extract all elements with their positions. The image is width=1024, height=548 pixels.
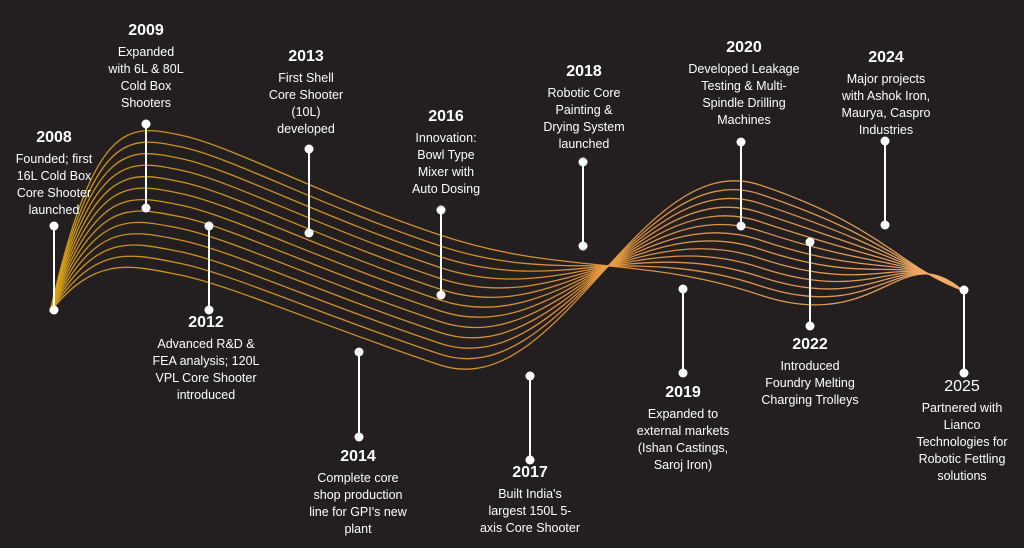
connector-dot xyxy=(525,371,535,381)
connector-dot xyxy=(436,290,446,300)
connector-dot xyxy=(880,136,890,146)
connector-dot xyxy=(525,455,535,465)
milestone-year: 2009 xyxy=(128,22,164,39)
wave-line xyxy=(49,187,963,313)
connector-dot xyxy=(880,220,890,230)
milestone-2020: 2020 Developed Leakage Testing & Multi- … xyxy=(669,38,819,129)
wave-line xyxy=(49,189,963,360)
milestone-2009: 2009 Expanded with 6L & 80L Cold Box Sho… xyxy=(71,21,221,112)
milestone-description: Innovation: Bowl Type Mixer with Auto Do… xyxy=(411,131,481,196)
connector-dot xyxy=(354,347,364,357)
wave-line xyxy=(49,164,963,313)
milestone-year: 2013 xyxy=(288,48,324,65)
milestone-2013: 2013 First Shell Core Shooter (10L) deve… xyxy=(231,47,381,138)
milestone-description: Advanced R&D & FEA analysis; 120L VPL Co… xyxy=(152,337,260,402)
connector-dot xyxy=(141,119,151,129)
milestone-year: 2025 xyxy=(944,378,980,395)
milestone-year: 2016 xyxy=(428,108,464,125)
wave-line xyxy=(49,180,963,370)
milestone-description: Founded; first 16L Cold Box Core Shooter… xyxy=(15,152,93,217)
milestone-year: 2017 xyxy=(512,464,548,481)
milestone-2012: 2012 Advanced R&D & FEA analysis; 120L V… xyxy=(131,313,281,404)
milestone-2025: 2025 Partnered with Lianco Technologies … xyxy=(897,377,1024,485)
connector-dot xyxy=(959,368,969,378)
connector-dot xyxy=(49,305,59,315)
milestone-year: 2024 xyxy=(868,49,904,66)
milestone-year: 2014 xyxy=(340,448,376,465)
connector-dot xyxy=(805,321,815,331)
milestone-year: 2018 xyxy=(566,63,602,80)
connector-dot xyxy=(805,237,815,247)
milestone-2008: 2008 Founded; first 16L Cold Box Core Sh… xyxy=(0,128,129,219)
milestone-description: Developed Leakage Testing & Multi- Spind… xyxy=(688,62,800,127)
milestone-year: 2022 xyxy=(792,336,828,353)
wave-line xyxy=(49,197,963,349)
connector-dot xyxy=(736,221,746,231)
connector-dot xyxy=(49,221,59,231)
milestone-2024: 2024 Major projects with Ashok Iron, Mau… xyxy=(811,48,961,139)
milestone-description: Robotic Core Painting & Drying System la… xyxy=(543,86,625,151)
connector-dot xyxy=(304,144,314,154)
milestone-description: Built India's largest 150L 5- axis Core … xyxy=(479,487,581,535)
milestone-description: Complete core shop production line for G… xyxy=(309,471,407,536)
milestone-2014: 2014 Complete core shop production line … xyxy=(283,447,433,538)
connector-dot xyxy=(204,221,214,231)
milestone-year: 2012 xyxy=(188,314,224,331)
milestone-2018: 2018 Robotic Core Painting & Drying Syst… xyxy=(509,62,659,153)
connector-dot xyxy=(304,228,314,238)
milestone-description: First Shell Core Shooter (10L) developed xyxy=(268,71,344,136)
milestone-year: 2020 xyxy=(726,39,762,56)
milestone-2019: 2019 Expanded to external markets (Ishan… xyxy=(608,383,758,474)
milestone-2017: 2017 Built India's largest 150L 5- axis … xyxy=(455,463,605,537)
wave-line xyxy=(49,215,963,329)
connector-dot xyxy=(204,305,214,315)
wave-line xyxy=(49,206,963,339)
connector-dot xyxy=(678,368,688,378)
wave-line xyxy=(49,141,963,313)
wave-line xyxy=(49,176,963,313)
connector-dot xyxy=(678,284,688,294)
milestone-year: 2008 xyxy=(36,129,72,146)
connector-dot xyxy=(736,137,746,147)
connector-dot xyxy=(578,241,588,251)
connector-dot xyxy=(578,157,588,167)
milestone-2022: 2022 Introduced Foundry Melting Charging… xyxy=(735,335,885,409)
connectors xyxy=(49,119,969,465)
milestone-description: Introduced Foundry Melting Charging Trol… xyxy=(761,359,859,407)
connector-dot xyxy=(354,432,364,442)
connector-dot xyxy=(436,205,446,215)
milestone-year: 2019 xyxy=(665,384,701,401)
connector-dot xyxy=(959,285,969,295)
wave-line xyxy=(49,198,963,313)
connector-dot xyxy=(141,203,151,213)
milestone-description: Major projects with Ashok Iron, Maurya, … xyxy=(841,72,931,137)
milestone-description: Partnered with Lianco Technologies for R… xyxy=(916,401,1008,483)
milestone-description: Expanded with 6L & 80L Cold Box Shooters xyxy=(108,45,184,110)
wave-lines xyxy=(49,129,963,370)
milestone-2016: 2016 Innovation: Bowl Type Mixer with Au… xyxy=(371,107,521,198)
milestone-description: Expanded to external markets (Ishan Cast… xyxy=(636,407,730,472)
